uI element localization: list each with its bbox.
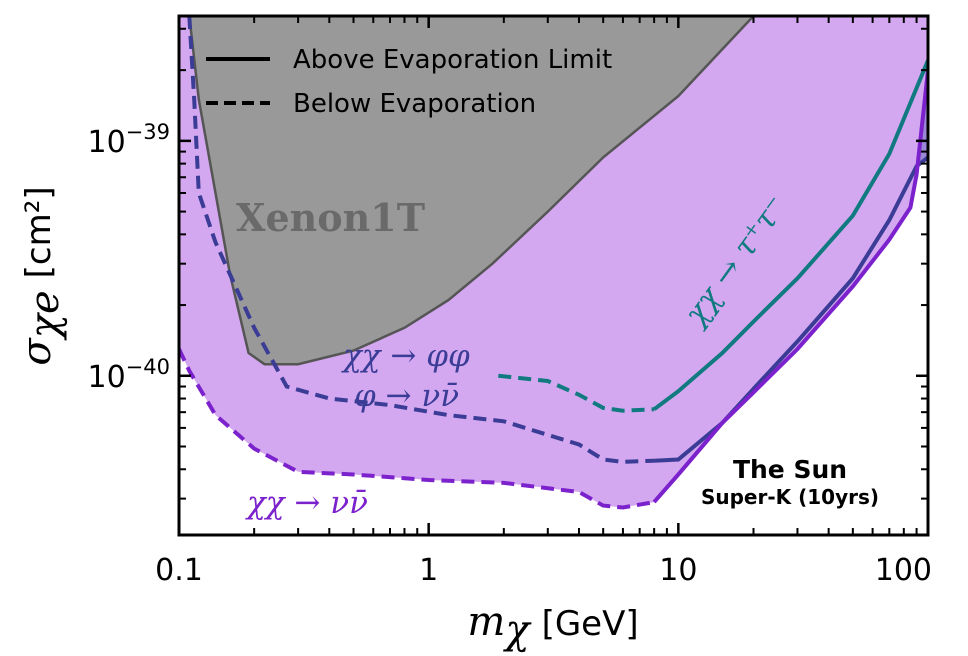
x-tick-label: 0.1 bbox=[155, 553, 203, 588]
annotation-sun-title: The Sun bbox=[733, 455, 847, 484]
line-tautau-below-evaporation bbox=[498, 373, 655, 413]
y-tick-label: 10−40 bbox=[87, 355, 170, 395]
plot-frame bbox=[177, 14, 930, 537]
annotation-xenon: Xenon1T bbox=[236, 195, 425, 240]
line-tautau-above-evaporation bbox=[652, 59, 928, 411]
line-phiphi-below-evaporation bbox=[187, 16, 655, 464]
legend: Above Evaporation Limit Below Evaporatio… bbox=[206, 45, 612, 119]
line-phiphi-above-evaporation bbox=[654, 155, 928, 463]
annotation-sun-subtitle: Super-K (10yrs) bbox=[701, 485, 879, 509]
region-xenon bbox=[189, 16, 754, 365]
line-nunu-above-evaporation bbox=[652, 69, 928, 504]
annotation-phi-decay: φ → νν̄ bbox=[354, 378, 459, 414]
annotation-phiphi: χχ → φφ bbox=[341, 338, 470, 374]
y-tick-label: 10−39 bbox=[87, 120, 170, 160]
legend-label-above: Above Evaporation Limit bbox=[293, 45, 612, 75]
line-nunu-below-evaporation bbox=[179, 348, 655, 510]
x-axis-title: mχ [GeV] bbox=[467, 599, 638, 653]
annotation-nunu: χχ → νν̄ bbox=[245, 485, 368, 521]
x-tick-label: 1 bbox=[419, 553, 438, 588]
y-axis-title: σχe[cm²] bbox=[14, 186, 68, 365]
x-tick-label: 100 bbox=[875, 553, 932, 588]
line-xenon bbox=[188, 16, 755, 366]
legend-label-below: Below Evaporation bbox=[293, 89, 536, 119]
x-tick-label: 10 bbox=[659, 553, 697, 588]
